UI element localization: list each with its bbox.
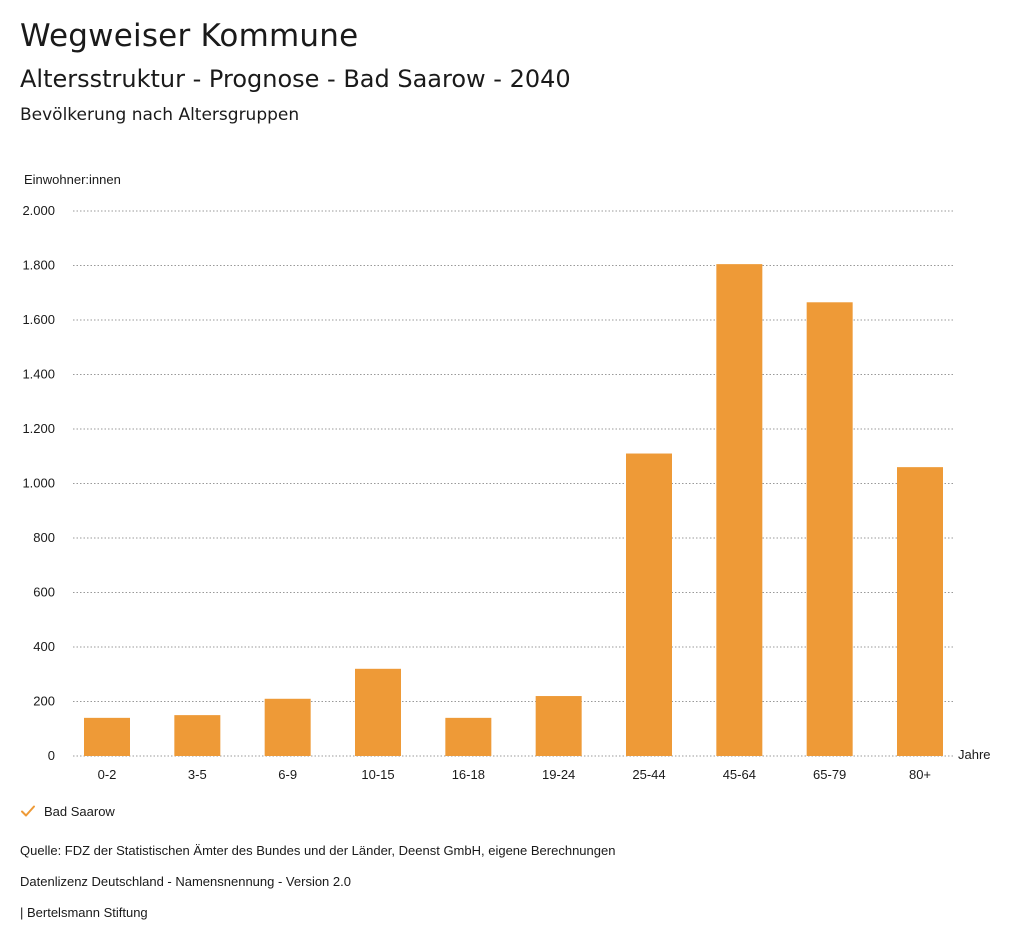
- x-tick-label: 0-2: [98, 767, 117, 782]
- bar-chart: Einwohner:innen 0 200 400 600 800 1.000 1.200 1…: [22, 172, 991, 782]
- bar-6-9[interactable]: [264, 698, 311, 756]
- legend-item-bad-saarow[interactable]: Bad Saarow: [20, 803, 115, 819]
- y-tick-label: 2.000: [22, 203, 55, 218]
- legend-label: Bad Saarow: [44, 803, 115, 819]
- chart-subtitle: Altersstruktur - Prognose - Bad Saarow -…: [20, 65, 571, 93]
- y-axis-ticks: 0 200 400 600 800 1.000 1.200 1.400 1.600 1.800 2.…: [22, 203, 55, 763]
- license-note: Datenlizenz Deutschland - Namensnennung …: [20, 874, 351, 889]
- y-tick-label: 600: [33, 585, 55, 600]
- x-tick-label: 65-79: [813, 767, 846, 782]
- bar-80+[interactable]: [897, 467, 943, 756]
- y-tick-label: 200: [33, 694, 55, 709]
- y-tick-label: 1.800: [22, 258, 55, 273]
- y-tick-label: 1.000: [22, 476, 55, 491]
- y-tick-label: 0: [48, 748, 55, 763]
- x-tick-label: 16-18: [452, 767, 485, 782]
- y-axis-label: Einwohner:innen: [24, 172, 121, 187]
- bar-10-15[interactable]: [355, 668, 401, 756]
- bar-25-44[interactable]: [626, 453, 672, 756]
- x-tick-label: 25-44: [632, 767, 665, 782]
- y-tick-label: 1.400: [22, 367, 55, 382]
- x-axis-ticks: 0-2 3-5 6-9 10-15 16-18 19-24 25-44 45-64 65-79 8…: [98, 767, 931, 782]
- y-tick-label: 400: [33, 639, 55, 654]
- source-note: Quelle: FDZ der Statistischen Ämter des …: [20, 843, 616, 858]
- y-tick-label: 1.600: [22, 312, 55, 327]
- x-axis-label: Jahre: [958, 747, 991, 762]
- x-tick-label: 45-64: [723, 767, 756, 782]
- x-tick-label: 3-5: [188, 767, 207, 782]
- check-icon: [21, 805, 35, 817]
- credit-note: | Bertelsmann Stiftung: [20, 905, 148, 920]
- x-tick-label: 10-15: [361, 767, 394, 782]
- y-tick-label: 800: [33, 530, 55, 545]
- bar-65-79[interactable]: [806, 302, 853, 756]
- bar-45-64[interactable]: [716, 264, 763, 756]
- chart-title: Bevölkerung nach Altersgruppen: [20, 105, 300, 125]
- bar-3-5[interactable]: [174, 715, 221, 756]
- x-tick-label: 19-24: [542, 767, 575, 782]
- x-tick-label: 80+: [909, 767, 931, 782]
- bar-0-2[interactable]: [84, 717, 130, 756]
- x-tick-label: 6-9: [278, 767, 297, 782]
- y-tick-label: 1.200: [22, 421, 55, 436]
- page-title: Wegweiser Kommune: [20, 18, 359, 54]
- bar-16-18[interactable]: [445, 717, 492, 756]
- bar-19-24[interactable]: [535, 696, 582, 756]
- bar-series: [84, 264, 943, 756]
